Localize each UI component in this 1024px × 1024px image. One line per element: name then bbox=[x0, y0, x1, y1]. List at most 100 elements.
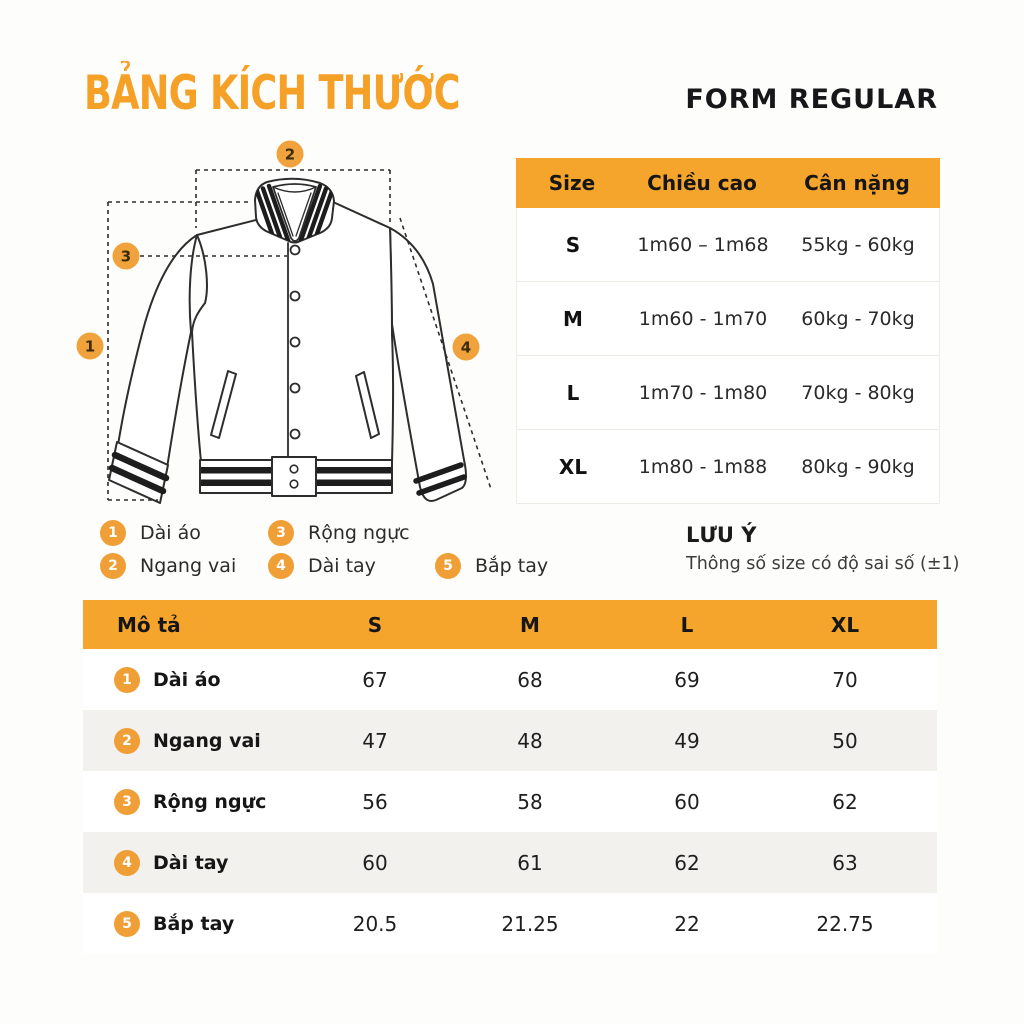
size-table-header-size: Size bbox=[548, 171, 596, 195]
size-table-header-height: Chiều cao bbox=[647, 171, 757, 195]
legend-item-dai-ao: 1 Dài áo bbox=[100, 520, 201, 546]
value-s: 67 bbox=[362, 667, 388, 692]
right-cuff-stripe bbox=[413, 462, 464, 484]
row-number-badge: 4 bbox=[114, 849, 140, 876]
waistband-button bbox=[289, 464, 299, 474]
value-xl: 22.75 bbox=[816, 911, 874, 936]
marker-circle-3 bbox=[112, 242, 140, 270]
jacket-body bbox=[191, 201, 395, 463]
header-size-xl: XL bbox=[830, 612, 860, 637]
size-table-row-xl: XL 1m80 - 1m88 80kg - 90kg bbox=[517, 430, 939, 504]
row-label: Rộng ngực bbox=[153, 790, 267, 813]
header-mo-ta: Mô tả bbox=[117, 612, 181, 637]
weight-range: 60kg - 70kg bbox=[801, 307, 915, 330]
left-pocket bbox=[210, 370, 237, 439]
marker-circle-4 bbox=[452, 333, 480, 361]
size-table-row-m: M 1m60 - 1m70 60kg - 70kg bbox=[517, 282, 939, 356]
size-value: XL bbox=[558, 454, 588, 479]
size-table-header-weight: Cân nặng bbox=[804, 171, 910, 195]
row-number-badge: 2 bbox=[114, 727, 140, 754]
header-size-l: L bbox=[680, 612, 694, 637]
marker-1: 1 bbox=[85, 338, 95, 356]
shoulder-width-line bbox=[195, 169, 391, 228]
header-size-s: S bbox=[367, 612, 383, 637]
value-m: 58 bbox=[517, 789, 543, 814]
height-range: 1m80 - 1m88 bbox=[638, 455, 768, 478]
collar-back-fold bbox=[272, 186, 317, 193]
legend-number-badge: 1 bbox=[100, 520, 126, 546]
measurement-table-header: Mô tả S M L XL bbox=[83, 600, 937, 649]
weight-range: 80kg - 90kg bbox=[801, 455, 915, 478]
marker-2: 2 bbox=[285, 146, 295, 164]
legend-number-badge: 2 bbox=[100, 553, 126, 579]
value-m: 68 bbox=[517, 667, 543, 692]
jacket-right-sleeve bbox=[389, 227, 468, 502]
value-s: 47 bbox=[362, 728, 388, 753]
diagram-markers: 1 2 3 4 bbox=[76, 140, 480, 361]
row-number-badge: 1 bbox=[114, 666, 140, 693]
size-table-row-s: S 1m60 – 1m68 55kg - 60kg bbox=[517, 208, 939, 282]
body-length-line bbox=[107, 201, 248, 501]
left-cuff-stripe bbox=[108, 464, 167, 495]
form-regular-label: FORM REGULAR bbox=[685, 84, 938, 115]
note-block: LƯU Ý Thông số size có độ sai số (±1) bbox=[686, 523, 960, 574]
value-s: 20.5 bbox=[352, 911, 398, 936]
size-value: M bbox=[563, 306, 583, 331]
size-table: Size Chiều cao Cân nặng S 1m60 – 1m68 55… bbox=[516, 158, 940, 504]
waistband-placket-box bbox=[271, 456, 317, 497]
legend-label: Dài áo bbox=[140, 522, 201, 544]
legend-item-ngang-vai: 2 Ngang vai bbox=[100, 553, 236, 579]
value-m: 48 bbox=[517, 728, 543, 753]
jacket-left-sleeve bbox=[117, 234, 198, 469]
value-xl: 63 bbox=[832, 850, 858, 875]
legend-item-bap-tay: 5 Bắp tay bbox=[435, 553, 548, 579]
value-l: 62 bbox=[674, 850, 700, 875]
measurement-row-dai-ao: 1 Dài áo 67 68 69 70 bbox=[83, 649, 937, 710]
right-cuff-stripe bbox=[416, 474, 467, 496]
page-title: BẢNG KÍCH THƯỚC bbox=[84, 66, 461, 121]
value-xl: 50 bbox=[832, 728, 858, 753]
value-xl: 70 bbox=[832, 667, 858, 692]
value-l: 49 bbox=[674, 728, 700, 753]
left-cuff-stripe bbox=[111, 451, 170, 482]
row-label: Bắp tay bbox=[153, 912, 235, 935]
jacket-diagram: 1 2 3 4 bbox=[76, 140, 492, 504]
waistband-button bbox=[289, 479, 299, 489]
marker-circle-2 bbox=[276, 140, 304, 168]
value-l: 69 bbox=[674, 667, 700, 692]
marker-3: 3 bbox=[121, 248, 131, 266]
legend-label: Dài tay bbox=[308, 555, 376, 577]
weight-range: 55kg - 60kg bbox=[801, 233, 915, 256]
marker-4: 4 bbox=[461, 339, 471, 357]
size-value: S bbox=[565, 232, 581, 257]
size-table-row-l: L 1m70 - 1m80 70kg - 80kg bbox=[517, 356, 939, 430]
measurement-row-bap-tay: 5 Bắp tay 20.5 21.25 22 22.75 bbox=[83, 893, 937, 954]
legend-label: Rộng ngực bbox=[308, 522, 410, 544]
value-s: 60 bbox=[362, 850, 388, 875]
size-table-body: S 1m60 – 1m68 55kg - 60kg M 1m60 - 1m70 … bbox=[516, 208, 940, 504]
right-pocket bbox=[355, 371, 380, 439]
collar-inner-v bbox=[272, 183, 317, 242]
note-text: Thông số size có độ sai số (±1) bbox=[686, 554, 960, 574]
height-range: 1m60 - 1m70 bbox=[638, 307, 768, 330]
value-m: 21.25 bbox=[501, 911, 559, 936]
size-value: L bbox=[566, 380, 580, 405]
row-number-badge: 5 bbox=[114, 910, 140, 937]
marker-circle-1 bbox=[76, 332, 104, 360]
measurement-row-ngang-vai: 2 Ngang vai 47 48 49 50 bbox=[83, 710, 937, 771]
note-title: LƯU Ý bbox=[686, 523, 757, 547]
legend-label: Bắp tay bbox=[475, 555, 549, 577]
legend-number-badge: 3 bbox=[268, 520, 294, 546]
row-label: Ngang vai bbox=[153, 729, 261, 752]
header-size-m: M bbox=[520, 612, 540, 637]
measurement-table: Mô tả S M L XL 1 Dài áo 67 68 69 70 2 Ng… bbox=[83, 600, 937, 954]
legend-number-badge: 5 bbox=[435, 553, 461, 579]
weight-range: 70kg - 80kg bbox=[801, 381, 915, 404]
row-number-badge: 3 bbox=[114, 788, 140, 815]
measurement-row-rong-nguc: 3 Rộng ngực 56 58 60 62 bbox=[83, 771, 937, 832]
value-l: 22 bbox=[674, 911, 700, 936]
measurement-lines bbox=[107, 169, 492, 501]
legend-item-dai-tay: 4 Dài tay bbox=[268, 553, 376, 579]
value-m: 61 bbox=[517, 850, 543, 875]
